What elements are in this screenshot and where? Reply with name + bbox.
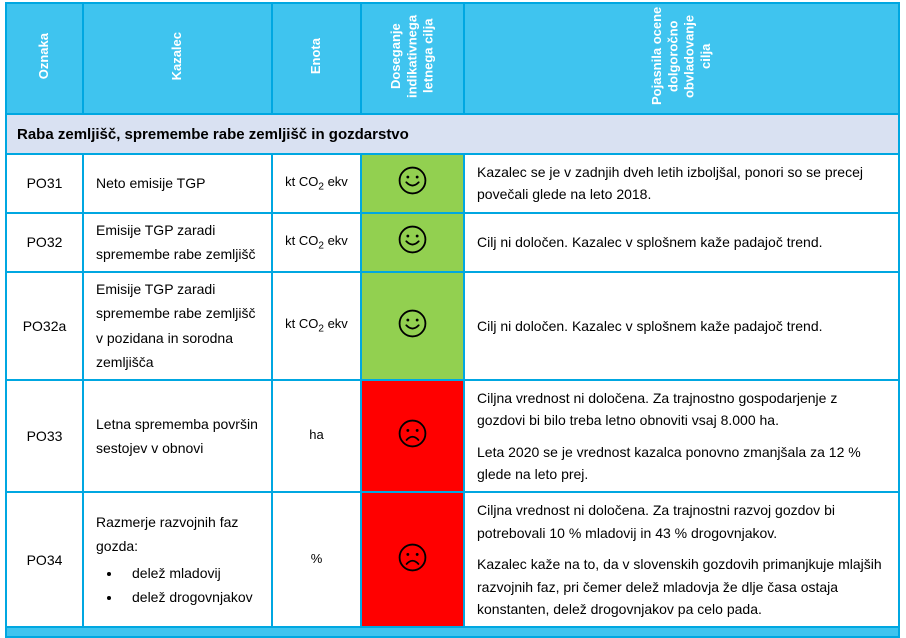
unit-subscript: 2 — [318, 181, 324, 193]
unit-text: % — [310, 550, 323, 566]
row-po33: PO33 Letna sprememba površin sestojev v … — [5, 378, 900, 494]
indicator-name: Emisije TGP zaradi spremembe rabe zemlji… — [82, 270, 273, 381]
indicator-code: PO31 — [5, 153, 84, 214]
row-po32a: PO32a Emisije TGP zaradi spremembe rabe … — [5, 270, 900, 381]
indicator-unit: kt CO2 ekv — [271, 270, 362, 381]
explanation-cell: Cilj ni določen. Kazalec v splošnem kaže… — [463, 211, 900, 273]
column-header-pojasnila: Pojasnila ocene dolgoročno obvladovanje … — [463, 2, 900, 115]
assessment-cell — [360, 378, 465, 494]
indicator-unit: kt CO2 ekv — [271, 153, 362, 214]
section-title: Raba zemljišč, spremembe rabe zemljišč i… — [5, 113, 900, 155]
next-section-header-strip — [5, 626, 900, 638]
explanation-paragraph: Ciljna vrednost ni določena. Za trajnost… — [477, 502, 835, 541]
indicator-bullet: delež mladovij — [122, 561, 261, 586]
unit-text: ha — [309, 426, 324, 442]
column-header-label: Doseganje indikativnega letnega cilja — [388, 14, 436, 98]
assessment-cell — [360, 153, 465, 214]
indicator-name: Razmerje razvojnih faz gozda: delež mlad… — [82, 491, 273, 629]
indicator-code: PO32a — [5, 270, 84, 381]
column-header-label: Enota — [308, 37, 324, 75]
indicator-name: Emisije TGP zaradi spremembe rabe zemlji… — [82, 211, 273, 273]
assessment-cell — [360, 270, 465, 381]
unit-text: kt CO — [285, 174, 319, 190]
indicator-unit: ha — [271, 378, 362, 494]
next-section-header-partial — [5, 626, 900, 638]
row-po34: PO34 Razmerje razvojnih faz gozda: delež… — [5, 491, 900, 629]
indicator-code: PO33 — [5, 378, 84, 494]
column-header-kazalec: Kazalec — [82, 2, 273, 115]
header-row: Oznaka Kazalec Enota Doseganje indikativ… — [5, 2, 900, 115]
unit-subscript: 2 — [318, 240, 324, 252]
smiley-sad-icon — [397, 418, 428, 449]
smiley-sad-icon — [397, 542, 428, 573]
explanation-cell: Ciljna vrednost ni določena. Za trajnost… — [463, 378, 900, 494]
explanation-paragraph: Cilj ni določen. Kazalec v splošnem kaže… — [477, 234, 823, 251]
column-header-enota: Enota — [271, 2, 362, 115]
explanation-cell: Kazalec se je v zadnjih dveh letih izbol… — [463, 153, 900, 214]
unit-suffix: ekv — [323, 174, 348, 190]
assessment-cell — [360, 491, 465, 629]
explanation-paragraph: Kazalec se je v zadnjih dveh letih izbol… — [477, 164, 863, 203]
indicator-unit: kt CO2 ekv — [271, 211, 362, 273]
smiley-happy-icon — [397, 308, 428, 339]
explanation-cell: Ciljna vrednost ni določena. Za trajnost… — [463, 491, 900, 629]
explanation-paragraph: Kazalec kaže na to, da v slovenskih gozd… — [477, 556, 882, 617]
column-header-label: Kazalec — [169, 31, 185, 81]
unit-text: kt CO — [285, 232, 319, 248]
indicator-unit: % — [271, 491, 362, 629]
unit-suffix: ekv — [323, 232, 348, 248]
column-header-label: Oznaka — [36, 32, 52, 80]
column-header-doseganje: Doseganje indikativnega letnega cilja — [360, 2, 465, 115]
indicators-table: Oznaka Kazalec Enota Doseganje indikativ… — [5, 2, 900, 638]
explanation-paragraph: Cilj ni določen. Kazalec v splošnem kaže… — [477, 317, 823, 334]
unit-suffix: ekv — [323, 316, 348, 332]
indicator-code: PO32 — [5, 211, 84, 273]
assessment-cell — [360, 211, 465, 273]
indicator-bullet-list: delež mladovij delež drogovnjakov — [96, 561, 261, 610]
unit-subscript: 2 — [318, 324, 324, 336]
smiley-happy-icon — [397, 165, 428, 196]
column-header-oznaka: Oznaka — [5, 2, 84, 115]
unit-text: kt CO — [285, 316, 319, 332]
column-header-label: Pojasnila ocene dolgoročno obvladovanje … — [649, 6, 713, 106]
row-po32: PO32 Emisije TGP zaradi spremembe rabe z… — [5, 211, 900, 273]
explanation-paragraph: Ciljna vrednost ni določena. Za trajnost… — [477, 389, 838, 429]
explanation-paragraph: Leta 2020 se je vrednost kazalca ponovno… — [477, 443, 861, 482]
indicator-code: PO34 — [5, 491, 84, 629]
row-po31: PO31 Neto emisije TGP kt CO2 ekv Kazalec… — [5, 153, 900, 214]
indicator-name: Letna sprememba površin sestojev v obnov… — [82, 378, 273, 494]
indicator-name: Neto emisije TGP — [82, 153, 273, 214]
explanation-cell: Cilj ni določen. Kazalec v splošnem kaže… — [463, 270, 900, 381]
smiley-happy-icon — [397, 224, 428, 255]
indicator-name-intro: Razmerje razvojnih faz gozda: — [96, 513, 239, 555]
section-row: Raba zemljišč, spremembe rabe zemljišč i… — [5, 113, 900, 155]
